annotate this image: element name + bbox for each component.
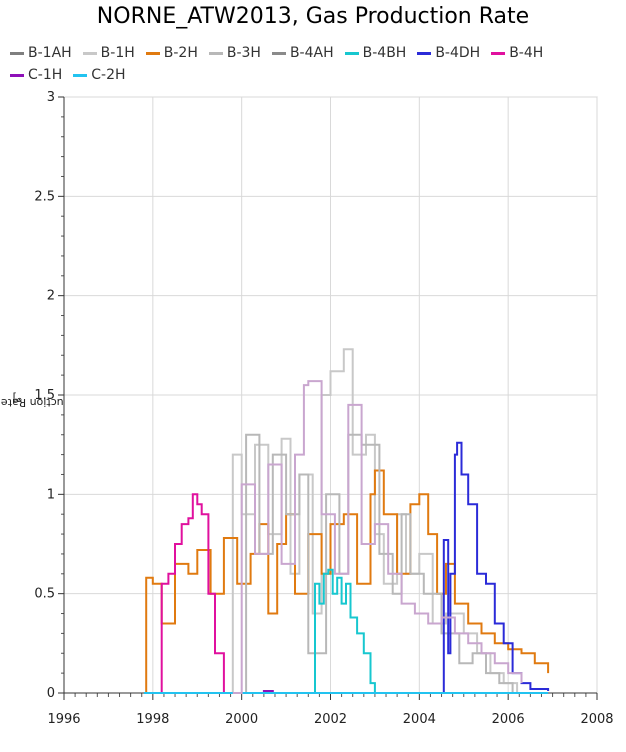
legend-item: B-1AH bbox=[10, 42, 72, 64]
legend-swatch bbox=[208, 51, 223, 55]
x-tick-label: 2002 bbox=[314, 712, 347, 727]
y-tick-label: 0.5 bbox=[34, 587, 55, 602]
series-line-b-4bh bbox=[312, 568, 376, 694]
legend-swatch bbox=[10, 73, 24, 77]
legend-item: C-2H bbox=[73, 64, 126, 86]
x-tick-label: 2004 bbox=[403, 712, 436, 727]
x-tick-label: 2008 bbox=[580, 712, 613, 727]
legend-swatch bbox=[145, 51, 160, 55]
legend-swatch bbox=[344, 51, 359, 55]
legend-item: B-4BH bbox=[344, 42, 407, 64]
series-line-b-4h bbox=[157, 493, 225, 694]
legend-label: C-2H bbox=[91, 67, 126, 83]
legend-label: B-1H bbox=[100, 45, 135, 61]
x-tick-label: 2006 bbox=[492, 712, 525, 727]
legend-swatch bbox=[82, 51, 97, 55]
y-tick-label: 3 bbox=[47, 90, 55, 105]
y-tick-label: 1.5 bbox=[34, 388, 55, 403]
legend-item: B-1H bbox=[82, 42, 135, 64]
legend-swatch bbox=[73, 73, 88, 77]
chart-title: NORNE_ATW2013, Gas Production Rate bbox=[96, 4, 530, 29]
legend-label: B-3H bbox=[226, 45, 261, 61]
series-line-b-1h2 bbox=[232, 380, 523, 694]
legend-item: B-4DH bbox=[417, 42, 480, 64]
legend-swatch bbox=[10, 51, 24, 55]
legend-label: B-4BH bbox=[362, 45, 407, 61]
y-tick-label: 1 bbox=[47, 487, 55, 502]
legend-item: B-4H bbox=[491, 42, 543, 64]
legend-label: B-4AH bbox=[289, 45, 334, 61]
legend-item: B-2H bbox=[145, 42, 198, 64]
y-tick-label: 0 bbox=[47, 686, 55, 701]
legend-label: B-4H bbox=[509, 45, 544, 61]
series-line-b-3h bbox=[237, 433, 514, 694]
legend: B-1AH B-1H B-2H B-3H B-4AH B-4BH B-4DH B-4H C-1H… bbox=[10, 42, 616, 86]
series-lines bbox=[143, 348, 550, 694]
legend-swatch bbox=[491, 51, 506, 55]
legend-label: B-1AH bbox=[28, 45, 72, 61]
legend-label: C-1H bbox=[28, 67, 63, 83]
series-line-b-2h bbox=[143, 469, 550, 694]
x-tick-label: 1996 bbox=[47, 712, 80, 727]
legend-item: B-3H bbox=[208, 42, 261, 64]
y-tick-label: 2 bbox=[47, 289, 55, 304]
legend-swatch bbox=[271, 51, 286, 55]
y-tick-label: 2.5 bbox=[34, 189, 55, 204]
legend-swatch bbox=[417, 51, 432, 55]
legend-item: B-4AH bbox=[271, 42, 334, 64]
legend-label: B-4DH bbox=[435, 45, 481, 61]
legend-label: B-2H bbox=[163, 45, 198, 61]
legend-item: C-1H bbox=[10, 64, 62, 86]
x-tick-label: 1998 bbox=[136, 712, 169, 727]
x-tick-label: 2000 bbox=[225, 712, 258, 727]
